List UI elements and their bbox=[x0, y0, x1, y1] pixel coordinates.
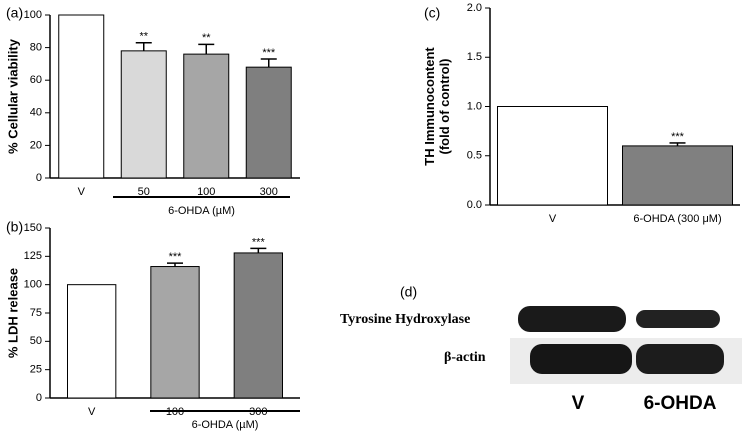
y-tick-label: 0.0 bbox=[467, 199, 482, 211]
panel-label: (d) bbox=[400, 284, 417, 300]
bar bbox=[233, 252, 284, 399]
western-blot: (d) Tyrosine Hydroxylase β-actin V 6-OHD… bbox=[340, 284, 742, 414]
blot-row-label: Tyrosine Hydroxylase bbox=[340, 312, 470, 327]
y-tick-label: 1.5 bbox=[467, 51, 482, 63]
band bbox=[530, 344, 632, 374]
y-tick-label: 80 bbox=[30, 42, 42, 54]
x-tick-label: V bbox=[78, 186, 86, 198]
x-tick-label: 50 bbox=[138, 186, 150, 198]
y-tick-label: 40 bbox=[30, 107, 42, 119]
panel-label: (c) bbox=[424, 5, 440, 21]
y-tick-label: 150 bbox=[24, 222, 42, 234]
lane-label: V bbox=[572, 393, 585, 414]
x-tick-label: V bbox=[88, 406, 96, 418]
significance-label: *** bbox=[169, 251, 183, 263]
y-tick-label: 1.0 bbox=[467, 100, 482, 112]
y-axis-label: TH Immunocontent bbox=[422, 47, 437, 166]
band bbox=[518, 306, 626, 332]
y-tick-label: 2.0 bbox=[467, 2, 482, 14]
group-label: 6-OHDA (µM) bbox=[192, 419, 259, 431]
y-tick-label: 0 bbox=[36, 392, 42, 404]
y-tick-label: 100 bbox=[24, 279, 42, 291]
y-tick-label: 20 bbox=[30, 139, 42, 151]
y-axis-label: (fold of control) bbox=[437, 58, 452, 154]
significance-label: *** bbox=[252, 236, 266, 248]
y-tick-label: 125 bbox=[24, 250, 42, 262]
significance-label: *** bbox=[671, 131, 685, 143]
x-tick-label: 300 bbox=[260, 186, 278, 198]
y-tick-label: 100 bbox=[24, 9, 42, 21]
bar bbox=[497, 106, 608, 206]
y-axis-label: % Cellular viability bbox=[5, 38, 20, 154]
significance-label: ** bbox=[139, 31, 148, 43]
bar bbox=[58, 14, 105, 179]
x-tick-label: 6-OHDA (300 μM) bbox=[633, 213, 721, 225]
band bbox=[636, 344, 724, 374]
bar bbox=[245, 66, 292, 179]
group-label: 6-OHDA (µM) bbox=[168, 205, 235, 217]
significance-label: ** bbox=[202, 32, 211, 44]
y-tick-label: 50 bbox=[30, 335, 42, 347]
lane-label: 6-OHDA bbox=[644, 393, 717, 414]
bar bbox=[622, 145, 733, 206]
y-tick-label: 60 bbox=[30, 74, 42, 86]
bar bbox=[183, 53, 230, 179]
x-tick-label: 100 bbox=[197, 186, 215, 198]
y-axis-label: % LDH release bbox=[5, 268, 20, 358]
bar bbox=[150, 266, 200, 399]
blot-row-label: β-actin bbox=[444, 350, 486, 365]
panel-label: (a) bbox=[6, 5, 23, 21]
significance-label: *** bbox=[262, 47, 276, 59]
y-tick-label: 25 bbox=[30, 364, 42, 376]
bar bbox=[67, 284, 117, 399]
y-tick-label: 0 bbox=[36, 172, 42, 184]
band bbox=[636, 310, 720, 328]
x-tick-label: V bbox=[549, 213, 557, 225]
y-tick-label: 75 bbox=[30, 307, 42, 319]
y-tick-label: 0.5 bbox=[467, 150, 482, 162]
bar bbox=[120, 50, 167, 179]
panel-label: (b) bbox=[6, 219, 23, 235]
